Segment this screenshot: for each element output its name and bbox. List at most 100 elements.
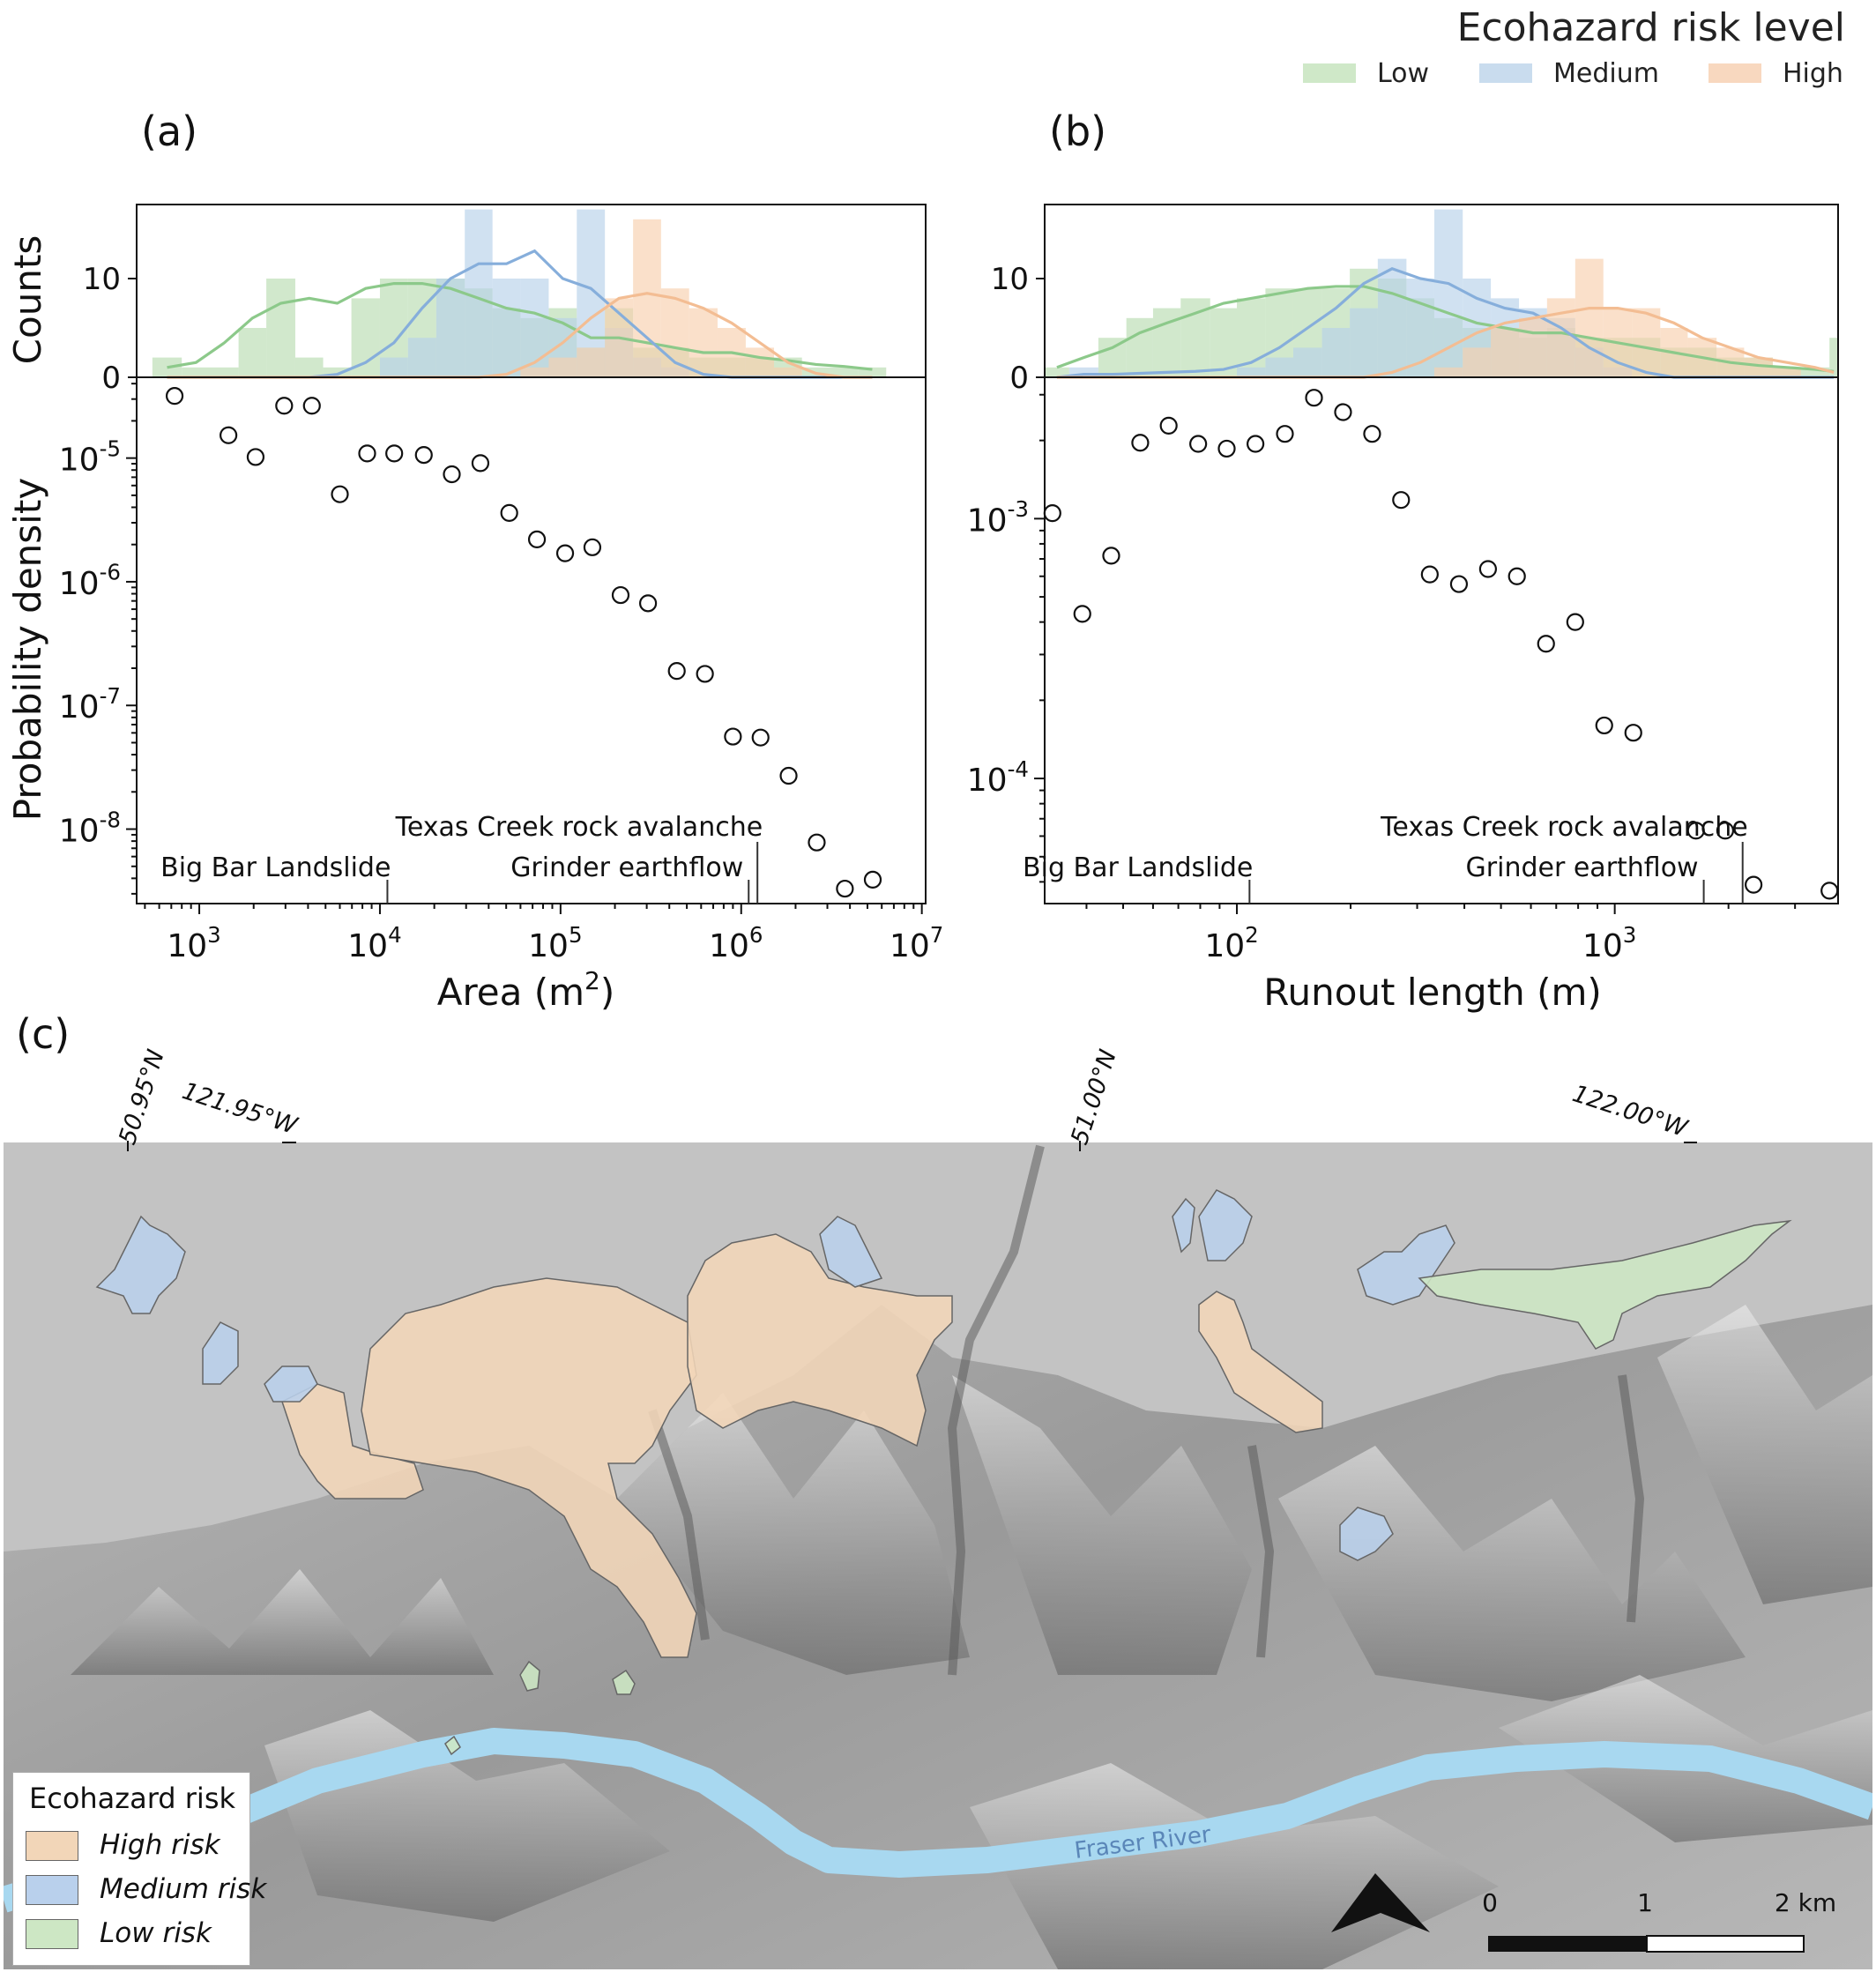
- xtick-label: 105: [528, 922, 582, 964]
- data-point: [1716, 822, 1735, 840]
- map-legend-label-high: High risk: [100, 1829, 220, 1861]
- terrain-ridge: [71, 1569, 494, 1675]
- charts-layer: 0 10 103 104 105 106 107 10-8 10-7 10-6 10-5 Big Ba…: [6, 204, 1839, 1014]
- terrain-valley: [1618, 1374, 1645, 1623]
- histogram-bar: [1433, 209, 1463, 377]
- histogram-bar: [436, 279, 465, 377]
- data-point: [302, 397, 321, 415]
- histogram-bar: [1433, 367, 1463, 377]
- ytick-label: 10-8: [59, 807, 121, 849]
- coordinate-label: 51.00°N: [1066, 1046, 1122, 1148]
- scale-bar-black: [1488, 1936, 1647, 1952]
- histogram-bar: [1829, 338, 1838, 377]
- data-point: [724, 727, 742, 746]
- legend-label-low: Low: [1377, 58, 1430, 89]
- data-point: [275, 397, 294, 415]
- data-point: [358, 444, 376, 463]
- landslide-medium: [1198, 1189, 1253, 1261]
- landslide-medium: [1172, 1197, 1195, 1254]
- terrain-ridge: [617, 1393, 970, 1675]
- map-legend-label-low: Low risk: [100, 1917, 212, 1949]
- data-point: [443, 465, 461, 484]
- histogram-bar: [577, 347, 606, 377]
- landslide-high: [687, 1233, 953, 1447]
- histogram-bar: [294, 357, 324, 377]
- data-point: [220, 426, 238, 444]
- coordinate-label: 50.95°N: [114, 1046, 170, 1148]
- landslide-medium: [1357, 1224, 1455, 1306]
- xtick-label: 102: [1204, 922, 1258, 964]
- ytick-label: 10-6: [59, 560, 121, 602]
- map-panel: Fraser River: [4, 1142, 1872, 1969]
- histogram-bar: [210, 367, 239, 377]
- data-point: [385, 444, 404, 463]
- histogram-bar: [1321, 328, 1351, 377]
- map-legend-title: Ecohazard risk: [29, 1782, 236, 1815]
- histogram-bar: [407, 338, 436, 377]
- histogram-bar: [745, 347, 775, 377]
- data-point: [779, 766, 798, 785]
- map-legend-low: Low risk: [26, 1916, 246, 1951]
- histogram-bar: [689, 308, 718, 377]
- data-point: [555, 544, 575, 562]
- chart-panel-a: 0 10 103 104 105 106 107 10-8 10-7 10-6 10-5 Big Ba…: [6, 204, 943, 1014]
- histogram-bar: [465, 209, 493, 377]
- histogram-bar: [492, 279, 521, 377]
- data-point: [1745, 875, 1763, 894]
- panel-label-b: (b): [1049, 108, 1107, 155]
- ytick-label: 10-3: [967, 496, 1029, 539]
- data-point: [1102, 547, 1120, 565]
- legend-label-medium: Medium: [1553, 58, 1659, 89]
- data-point: [583, 538, 602, 556]
- plot-frame: [136, 376, 927, 904]
- hist-ytick-label: 0: [101, 361, 121, 396]
- data-point: [1820, 882, 1839, 900]
- data-point: [1595, 716, 1613, 735]
- histogram-bar: [1180, 298, 1210, 377]
- terrain-ridge: [1657, 1305, 1872, 1604]
- annotation-label: Big Bar Landslide: [1023, 852, 1253, 883]
- histogram-b: [1045, 209, 1838, 377]
- ytick-label: 10-5: [59, 435, 121, 478]
- scatter-points-a: [165, 387, 882, 898]
- xtick-label: 104: [347, 922, 401, 964]
- histogram-bar: [1574, 258, 1604, 377]
- histogram-bar: [1068, 367, 1098, 377]
- histogram-bar: [351, 298, 380, 377]
- data-point: [1420, 565, 1439, 584]
- map-legend-swatch-low: [26, 1919, 78, 1949]
- histogram-bar: [266, 279, 295, 377]
- data-point: [1073, 605, 1091, 623]
- landslide-low: [519, 1660, 540, 1692]
- ytick-label: 10-7: [59, 683, 121, 726]
- landslide-low: [444, 1735, 461, 1756]
- landslide-high: [361, 1277, 697, 1658]
- data-point: [331, 485, 349, 503]
- hist-ytick-label: 10: [991, 262, 1029, 297]
- coordinate-label: 121.95°W: [179, 1077, 302, 1141]
- terrain-ridge: [1278, 1446, 1746, 1701]
- data-point: [667, 662, 686, 681]
- annotation-label: Grinder earthflow: [1466, 852, 1699, 883]
- data-point: [1159, 416, 1178, 435]
- xtick-label: 103: [1582, 922, 1636, 964]
- plot-frame: [1044, 376, 1839, 904]
- data-point: [165, 387, 184, 406]
- data-point: [1508, 567, 1526, 585]
- scale-label: 2 km: [1775, 1888, 1836, 1917]
- map-legend-swatch-high: [26, 1831, 78, 1861]
- histogram-bar: [1350, 308, 1378, 377]
- x-axis-label: Area (m2): [437, 966, 615, 1014]
- data-point: [500, 503, 518, 522]
- data-point: [471, 454, 490, 473]
- y-axis-label: Probability density: [6, 478, 49, 821]
- map-legend-label-medium: Medium risk: [100, 1873, 267, 1905]
- histogram-bar: [1800, 367, 1830, 377]
- xtick-label: 106: [709, 922, 763, 964]
- data-point: [527, 530, 547, 548]
- histogram-bar: [1045, 367, 1069, 377]
- histogram-bar: [520, 367, 549, 377]
- kde-line-low: [167, 282, 873, 371]
- legend-swatch-low: [1303, 63, 1356, 83]
- x-axis-label: Runout length (m): [1263, 971, 1602, 1014]
